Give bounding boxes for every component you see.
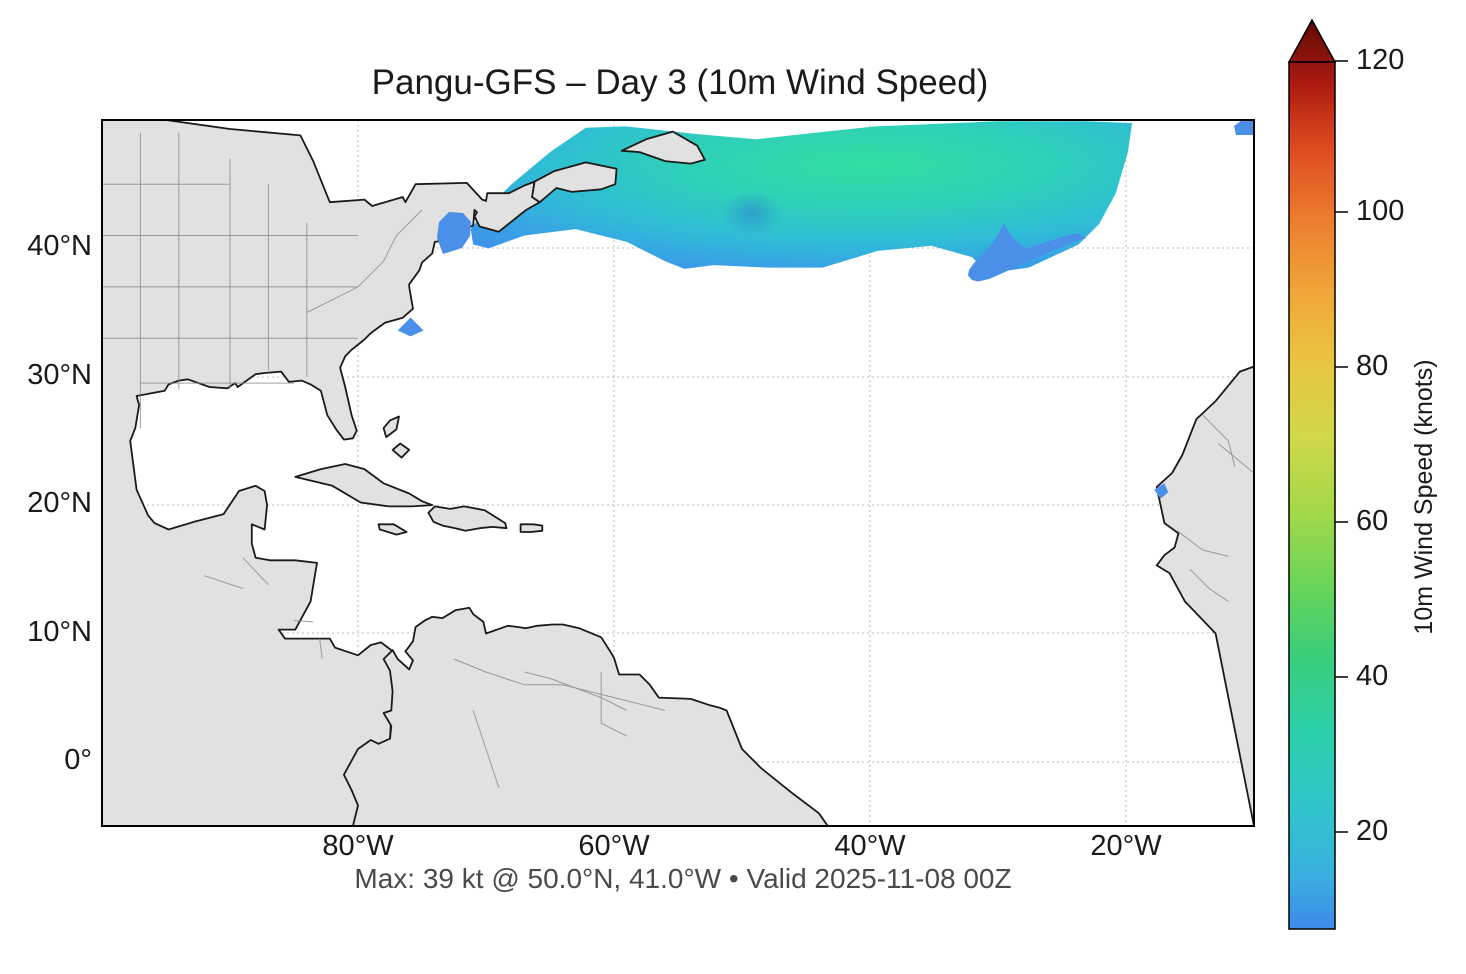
svg-text:80°W: 80°W (322, 830, 394, 862)
svg-text:Pangu-GFS – Day 3 (10m Wind Sp: Pangu-GFS – Day 3 (10m Wind Speed) (372, 63, 989, 102)
svg-text:20°N: 20°N (27, 487, 92, 519)
svg-text:40°N: 40°N (27, 230, 92, 262)
svg-text:40: 40 (1356, 660, 1388, 692)
svg-text:20°W: 20°W (1090, 830, 1162, 862)
svg-text:100: 100 (1356, 195, 1404, 227)
svg-text:120: 120 (1356, 44, 1404, 76)
svg-text:60: 60 (1356, 505, 1388, 537)
svg-text:40°W: 40°W (834, 830, 906, 862)
svg-text:60°W: 60°W (578, 830, 650, 862)
svg-text:Max: 39 kt @ 50.0°N, 41.0°W •: Max: 39 kt @ 50.0°N, 41.0°W • Valid 2025… (354, 863, 1011, 894)
svg-text:20: 20 (1356, 815, 1388, 847)
svg-text:80: 80 (1356, 350, 1388, 382)
svg-text:30°N: 30°N (27, 359, 92, 391)
svg-text:10m Wind Speed (knots): 10m Wind Speed (knots) (1410, 359, 1438, 634)
svg-text:0°: 0° (64, 744, 92, 776)
svg-text:10°N: 10°N (27, 616, 92, 648)
